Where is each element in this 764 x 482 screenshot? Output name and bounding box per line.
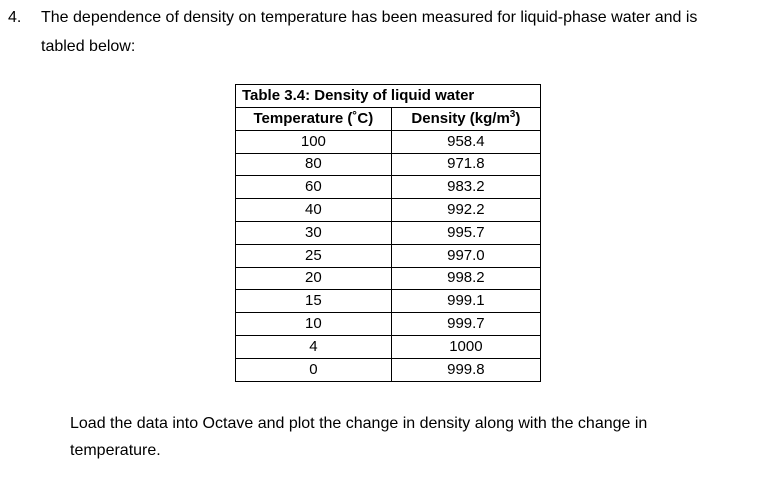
density-cell: 999.7 bbox=[390, 312, 542, 336]
header-temperature: Temperature (˚C) bbox=[235, 107, 392, 131]
table-row: 20 998.2 bbox=[235, 266, 542, 291]
temperature-cell: 60 bbox=[235, 175, 392, 200]
temperature-cell: 10 bbox=[235, 312, 392, 336]
table-body: 100 958.4 80 971.8 60 983.2 40 992.2 30 995.7… bbox=[235, 129, 542, 382]
density-cell: 1000 bbox=[390, 334, 542, 359]
density-cell: 992.2 bbox=[390, 198, 542, 222]
temperature-cell: 30 bbox=[235, 220, 392, 245]
table-row: 40 992.2 bbox=[235, 198, 542, 222]
density-cell: 999.8 bbox=[390, 357, 542, 382]
table-row: 15 999.1 bbox=[235, 289, 542, 314]
temperature-cell: 100 bbox=[235, 129, 392, 154]
temperature-cell: 0 bbox=[235, 357, 392, 382]
table-caption-row: Table 3.4: Density of liquid water bbox=[235, 84, 541, 108]
table-caption: Table 3.4: Density of liquid water bbox=[235, 84, 541, 108]
density-cell: 983.2 bbox=[390, 175, 542, 200]
table-row: 10 999.7 bbox=[235, 312, 542, 336]
table-row: 60 983.2 bbox=[235, 175, 542, 200]
density-cell: 997.0 bbox=[390, 243, 542, 268]
table-header-row: Temperature (˚C) Density (kg/m3) bbox=[235, 107, 542, 131]
header-density: Density (kg/m3) bbox=[390, 107, 542, 131]
temperature-cell: 15 bbox=[235, 289, 392, 314]
density-table-container: Table 3.4: Density of liquid water Tempe… bbox=[235, 84, 542, 382]
density-cell: 995.7 bbox=[390, 220, 542, 245]
table-row: 25 997.0 bbox=[235, 243, 542, 268]
table-row: 100 958.4 bbox=[235, 129, 542, 154]
header-density-superscript: 3 bbox=[509, 108, 516, 120]
temperature-cell: 20 bbox=[235, 266, 392, 291]
question-text-line-2: tabled below: bbox=[41, 38, 136, 55]
density-cell: 998.2 bbox=[390, 266, 542, 291]
instruction-text-line-2: temperature. bbox=[70, 442, 161, 459]
table-row: 80 971.8 bbox=[235, 152, 542, 177]
density-cell: 971.8 bbox=[390, 152, 542, 177]
temperature-cell: 80 bbox=[235, 152, 392, 177]
instruction-text-line-1: Load the data into Octave and plot the c… bbox=[70, 415, 648, 432]
header-density-prefix: Density (kg/m bbox=[411, 109, 510, 127]
table-row: 4 1000 bbox=[235, 334, 542, 359]
table-row: 30 995.7 bbox=[235, 220, 542, 245]
density-cell: 999.1 bbox=[390, 289, 542, 314]
density-cell: 958.4 bbox=[390, 129, 542, 154]
question-number: 4. bbox=[8, 9, 22, 26]
table-row: 0 999.8 bbox=[235, 357, 542, 382]
header-density-suffix: ) bbox=[515, 109, 521, 127]
temperature-cell: 4 bbox=[235, 334, 392, 359]
temperature-cell: 40 bbox=[235, 198, 392, 222]
density-table: Table 3.4: Density of liquid water Tempe… bbox=[235, 84, 542, 382]
temperature-cell: 25 bbox=[235, 243, 392, 268]
question-text-line-1: The dependence of density on temperature… bbox=[41, 9, 698, 26]
